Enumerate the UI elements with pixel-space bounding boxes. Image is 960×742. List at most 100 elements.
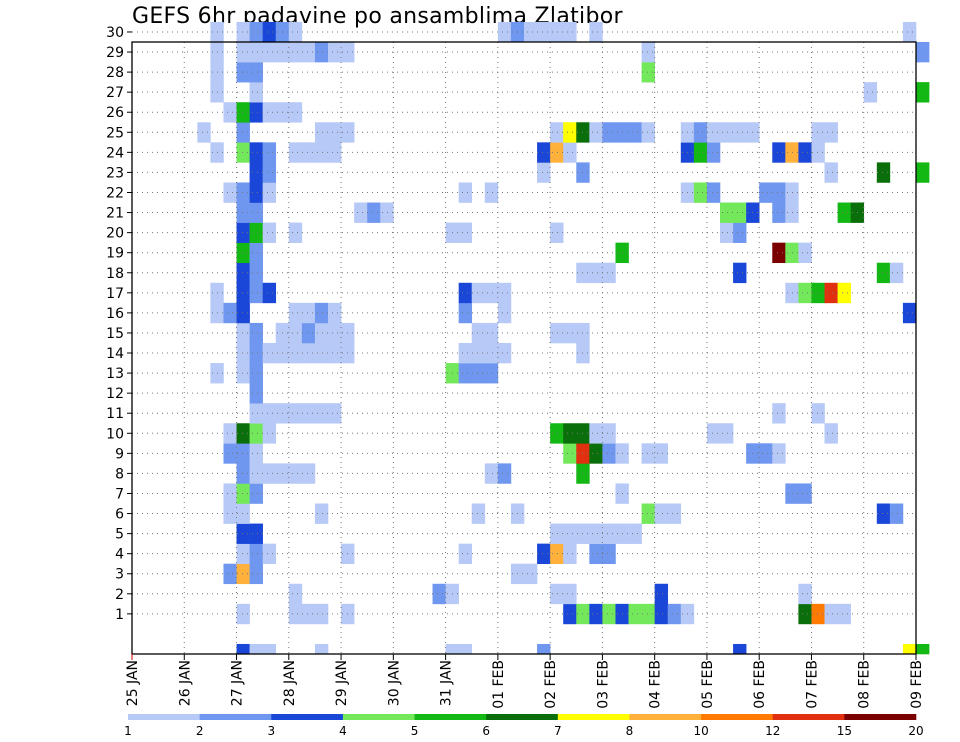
heatmap-cell bbox=[236, 423, 250, 444]
heatmap-cell bbox=[641, 42, 655, 63]
x-tick-label: 29 JAN bbox=[334, 660, 350, 706]
heatmap-cell bbox=[236, 483, 250, 504]
heatmap-cell bbox=[249, 543, 263, 565]
heatmap-cell bbox=[589, 603, 603, 625]
heatmap-cell bbox=[249, 403, 263, 424]
heatmap-cell bbox=[223, 102, 237, 123]
heatmap-cell bbox=[824, 162, 838, 183]
heatmap-cell bbox=[262, 182, 277, 203]
heatmap-cell bbox=[458, 342, 473, 364]
heatmap-cell bbox=[328, 403, 342, 424]
heatmap-cell bbox=[288, 403, 303, 424]
heatmap-cell bbox=[484, 342, 499, 364]
heatmap-cell bbox=[550, 222, 564, 243]
heatmap-cell bbox=[550, 142, 564, 163]
x-tick-label: 28 JAN bbox=[282, 660, 298, 706]
y-tick-label: 20 bbox=[106, 226, 124, 242]
heatmap-cell bbox=[236, 202, 250, 223]
heatmap-cell bbox=[223, 423, 237, 444]
heatmap-cell bbox=[563, 603, 577, 625]
colorbar-segment bbox=[128, 714, 200, 720]
y-tick-label: 24 bbox=[106, 145, 124, 161]
y-tick-label: 9 bbox=[115, 446, 124, 462]
heatmap-cell bbox=[471, 363, 486, 384]
heatmap-cell bbox=[563, 21, 577, 43]
heatmap-cell bbox=[380, 202, 394, 223]
heatmap-cell bbox=[236, 563, 250, 585]
heatmap-cell bbox=[876, 262, 891, 284]
x-tick-label: 02 FEB bbox=[543, 660, 559, 709]
heatmap-cell bbox=[537, 543, 551, 565]
colorbar-label: 5 bbox=[411, 724, 419, 738]
colorbar-label: 3 bbox=[267, 724, 275, 738]
heatmap-cell bbox=[667, 603, 682, 625]
heatmap-cell bbox=[524, 563, 538, 585]
heatmap-cell bbox=[249, 322, 263, 344]
colorbar-label: 20 bbox=[908, 724, 923, 738]
heatmap-cell bbox=[916, 42, 930, 63]
x-tick-label: 03 FEB bbox=[595, 660, 611, 709]
heatmap-cell bbox=[706, 142, 721, 163]
heatmap-cell bbox=[563, 322, 577, 344]
heatmap-cell bbox=[249, 342, 263, 364]
heatmap-cell bbox=[602, 443, 616, 464]
heatmap-cell bbox=[824, 423, 838, 444]
heatmap-cell bbox=[471, 282, 486, 304]
heatmap-cell bbox=[223, 483, 237, 504]
heatmap-cell bbox=[484, 363, 499, 384]
heatmap-cell bbox=[236, 643, 250, 655]
heatmap-cell bbox=[602, 603, 616, 625]
heatmap-cell bbox=[641, 503, 655, 524]
heatmap-cell bbox=[236, 262, 250, 284]
heatmap-cell bbox=[550, 583, 564, 605]
heatmap-cell bbox=[589, 523, 603, 544]
x-tick-label: 25 JAN bbox=[125, 660, 141, 706]
heatmap-cell bbox=[902, 21, 917, 43]
heatmap-cell bbox=[445, 643, 459, 655]
heatmap-cell bbox=[301, 463, 316, 484]
heatmap-cell bbox=[236, 302, 250, 324]
heatmap-cell bbox=[654, 603, 669, 625]
heatmap-cell bbox=[301, 42, 316, 63]
heatmap-cell bbox=[772, 182, 786, 203]
heatmap-cell bbox=[497, 21, 512, 43]
plot-frame bbox=[131, 41, 917, 655]
heatmap-cell bbox=[249, 82, 263, 103]
heatmap-cell bbox=[262, 403, 277, 424]
y-tick-label: 7 bbox=[115, 486, 124, 502]
heatmap-cell bbox=[628, 122, 642, 143]
heatmap-cell bbox=[236, 282, 250, 304]
heatmap-cell bbox=[602, 543, 616, 565]
colorbar-label: 4 bbox=[339, 724, 347, 738]
heatmap-cell bbox=[236, 363, 250, 384]
heatmap-cell bbox=[236, 222, 250, 243]
y-tick-label: 6 bbox=[115, 507, 124, 523]
heatmap-cell bbox=[837, 603, 851, 625]
heatmap-cell bbox=[563, 423, 577, 444]
y-tick-label: 10 bbox=[106, 426, 124, 442]
heatmap-cell bbox=[236, 122, 250, 143]
heatmap-cell bbox=[236, 603, 250, 625]
colorbar-segment bbox=[629, 714, 702, 720]
heatmap-cell bbox=[550, 322, 564, 344]
heatmap-cell bbox=[537, 21, 551, 43]
y-tick-label: 2 bbox=[115, 587, 124, 603]
heatmap-cell bbox=[720, 423, 734, 444]
colorbar-label: 8 bbox=[626, 724, 634, 738]
colorbar-segment bbox=[557, 714, 630, 720]
heatmap-cell bbox=[249, 363, 263, 384]
heatmap-cell bbox=[236, 242, 250, 264]
heatmap-cell bbox=[733, 202, 747, 223]
x-tick-label: 26 JAN bbox=[177, 660, 193, 706]
y-tick-label: 15 bbox=[106, 326, 124, 342]
heatmap-cell bbox=[236, 543, 250, 565]
heatmap-cell bbox=[288, 302, 303, 324]
heatmap-cell bbox=[798, 282, 812, 304]
heatmap-cell bbox=[249, 563, 263, 585]
heatmap-cell bbox=[550, 523, 564, 544]
heatmap-cell bbox=[262, 142, 277, 163]
heatmap-cell bbox=[720, 222, 734, 243]
heatmap-cell bbox=[249, 383, 263, 404]
heatmap-cell bbox=[236, 503, 250, 524]
y-tick-label: 5 bbox=[115, 527, 124, 543]
